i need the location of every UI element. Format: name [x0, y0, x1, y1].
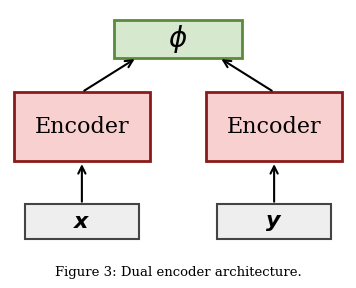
FancyBboxPatch shape — [25, 204, 139, 239]
Text: $\boldsymbol{x}$: $\boldsymbol{x}$ — [73, 211, 91, 233]
Text: Encoder: Encoder — [35, 116, 129, 138]
Text: Encoder: Encoder — [227, 116, 321, 138]
FancyBboxPatch shape — [206, 92, 342, 161]
Text: $\boldsymbol{y}$: $\boldsymbol{y}$ — [266, 211, 283, 233]
Text: Figure 3: Dual encoder architecture.: Figure 3: Dual encoder architecture. — [54, 266, 302, 279]
FancyBboxPatch shape — [114, 20, 242, 58]
FancyBboxPatch shape — [217, 204, 331, 239]
FancyBboxPatch shape — [14, 92, 150, 161]
Text: $\phi$: $\phi$ — [168, 23, 188, 55]
